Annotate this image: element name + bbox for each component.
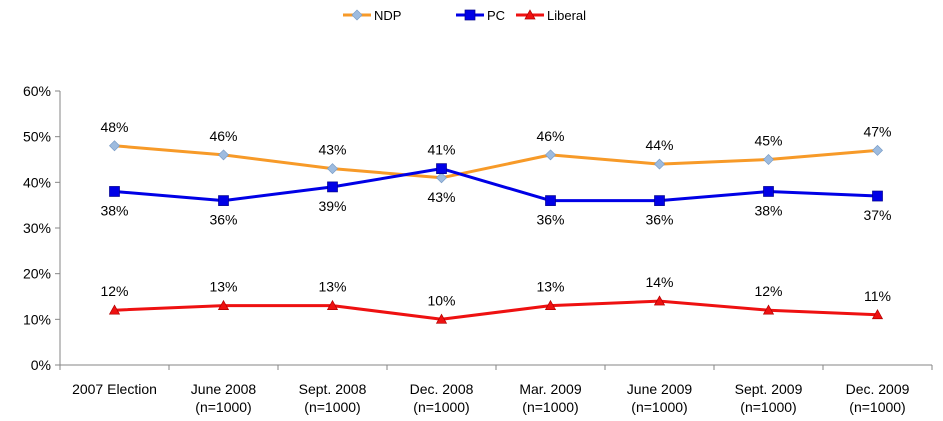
marker-pc bbox=[763, 186, 774, 197]
data-label-ndp: 46% bbox=[536, 128, 564, 144]
y-axis: 0% 10% 20% 30% 40% 50% 60% bbox=[23, 83, 61, 373]
data-label-ndp: 44% bbox=[645, 137, 673, 153]
legend-marker-ndp bbox=[351, 9, 363, 21]
legend-marker-pc bbox=[464, 9, 476, 21]
data-label-liberal: 10% bbox=[427, 292, 455, 308]
data-label-liberal: 13% bbox=[536, 279, 564, 295]
marker-pc bbox=[218, 195, 229, 206]
marker-ndp bbox=[763, 154, 774, 165]
marker-pc bbox=[545, 195, 556, 206]
marker-pc bbox=[654, 195, 665, 206]
data-label-pc: 38% bbox=[754, 202, 782, 218]
legend: NDP PC Liberal bbox=[343, 8, 586, 23]
x-tick-label: Dec. 2009 (n=1000) bbox=[846, 381, 910, 415]
data-label-pc: 36% bbox=[645, 212, 673, 228]
legend-label-ndp: NDP bbox=[374, 8, 401, 23]
x-tick-label: Mar. 2009 (n=1000) bbox=[519, 381, 581, 415]
legend-item-pc: PC bbox=[456, 8, 505, 23]
marker-ndp bbox=[436, 172, 447, 184]
marker-liberal bbox=[871, 309, 884, 320]
y-tick-label: 50% bbox=[23, 129, 51, 145]
marker-liberal bbox=[108, 304, 121, 315]
marker-pc bbox=[109, 186, 120, 197]
data-label-pc: 36% bbox=[209, 212, 237, 228]
marker-ndp bbox=[545, 149, 556, 161]
data-label-liberal: 13% bbox=[318, 279, 346, 295]
series-line-pc bbox=[114, 167, 878, 203]
data-label-ndp: 48% bbox=[100, 119, 128, 135]
x-tick-label: Sept. 2009 (n=1000) bbox=[735, 381, 803, 415]
x-tick-label: June 2009 (n=1000) bbox=[627, 381, 693, 415]
marker-liberal bbox=[544, 299, 557, 310]
data-label-liberal: 14% bbox=[645, 274, 673, 290]
x-tick-label: 2007 Election bbox=[72, 381, 157, 397]
marker-pc bbox=[436, 163, 447, 174]
y-tick-label: 20% bbox=[23, 266, 51, 282]
legend-label-pc: PC bbox=[487, 8, 505, 23]
data-label-ndp: 43% bbox=[427, 189, 455, 205]
x-axis: 2007 Election June 2008 (n=1000) Sept. 2008… bbox=[59, 364, 933, 415]
legend-item-liberal: Liberal bbox=[516, 8, 586, 23]
data-label-liberal: 12% bbox=[100, 283, 128, 299]
legend-label-liberal: Liberal bbox=[547, 8, 586, 23]
x-tick-label: June 2008 (n=1000) bbox=[191, 381, 257, 415]
data-label-liberal: 12% bbox=[754, 283, 782, 299]
y-tick-label: 0% bbox=[31, 357, 51, 373]
marker-liberal bbox=[326, 299, 339, 310]
series-line-ndp bbox=[114, 144, 878, 180]
marker-ndp bbox=[327, 163, 338, 175]
data-label-pc: 41% bbox=[427, 142, 455, 158]
data-label-pc: 38% bbox=[100, 202, 128, 218]
marker-pc bbox=[327, 181, 338, 193]
series-markers bbox=[108, 140, 884, 324]
legend-marker-liberal bbox=[524, 9, 536, 20]
series-line-liberal bbox=[114, 299, 878, 321]
marker-ndp bbox=[654, 158, 665, 170]
marker-liberal bbox=[653, 295, 666, 306]
series-lines bbox=[114, 144, 878, 321]
data-label-liberal: 11% bbox=[864, 288, 891, 304]
data-label-ndp: 47% bbox=[863, 123, 891, 139]
y-tick-label: 60% bbox=[23, 83, 51, 99]
x-tick-label: Sept. 2008 (n=1000) bbox=[299, 381, 367, 415]
x-tick-label: Dec. 2008 (n=1000) bbox=[410, 381, 474, 415]
y-tick-label: 40% bbox=[23, 174, 51, 190]
y-tick-label: 10% bbox=[23, 311, 51, 327]
marker-ndp bbox=[109, 140, 120, 152]
data-label-pc: 39% bbox=[318, 198, 346, 214]
data-label-liberal: 13% bbox=[209, 279, 237, 295]
y-tick-label: 30% bbox=[23, 220, 51, 236]
marker-ndp bbox=[218, 149, 229, 161]
marker-pc bbox=[872, 190, 883, 202]
data-label-ndp: 45% bbox=[754, 133, 782, 149]
data-label-ndp: 46% bbox=[209, 128, 237, 144]
marker-ndp bbox=[872, 144, 883, 156]
data-label-pc: 36% bbox=[536, 212, 564, 228]
data-label-pc: 37% bbox=[863, 207, 891, 223]
legend-item-ndp: NDP bbox=[343, 8, 401, 23]
data-labels: 48% 46% 43% 43% 46% 44% 45% 47% 38% 36% 39% 41% 36% 3… bbox=[100, 119, 891, 309]
data-label-ndp: 43% bbox=[318, 142, 346, 158]
marker-liberal bbox=[217, 299, 230, 310]
marker-liberal bbox=[435, 313, 448, 324]
marker-liberal bbox=[762, 304, 775, 315]
